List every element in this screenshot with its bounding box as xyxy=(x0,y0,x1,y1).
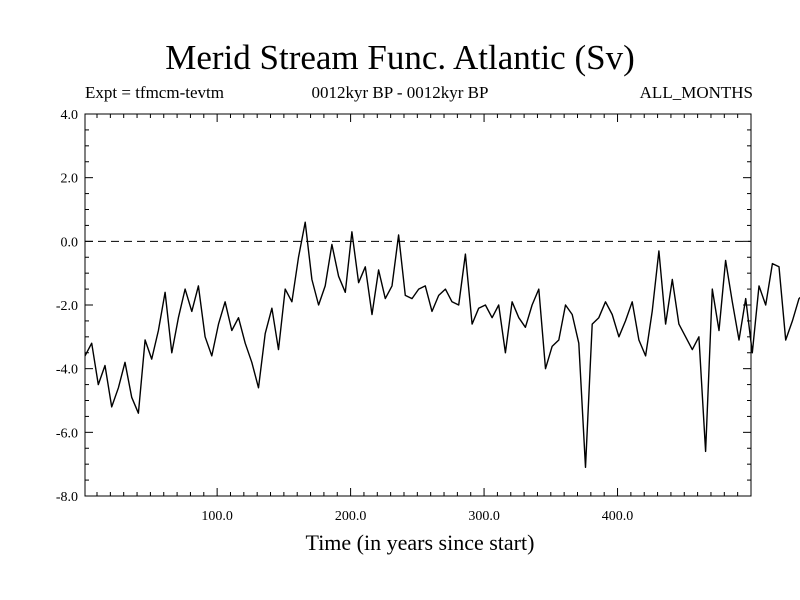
y-tick-label: -4.0 xyxy=(56,363,78,378)
months-label: ALL_MONTHS xyxy=(639,83,753,102)
x-axis-label: Time (in years since start) xyxy=(305,530,535,555)
y-tick-label: 0.0 xyxy=(61,235,79,250)
series-line-0 xyxy=(84,221,800,468)
x-tick-label: 300.0 xyxy=(468,509,500,524)
y-tick-label: 2.0 xyxy=(61,172,79,187)
experiment-label: Expt = tfmcm-tevtm xyxy=(85,83,224,102)
chart-title: Merid Stream Func. Atlantic (Sv) xyxy=(165,38,635,77)
plot-frame xyxy=(84,113,752,497)
y-tick-label: 4.0 xyxy=(61,108,79,123)
x-tick-label: 100.0 xyxy=(201,509,233,524)
x-tick-label: 200.0 xyxy=(335,509,367,524)
y-tick-label: -2.0 xyxy=(56,299,78,314)
y-tick-label: -6.0 xyxy=(56,426,78,441)
x-tick-label: 400.0 xyxy=(602,509,634,524)
y-tick-label: -8.0 xyxy=(56,490,78,505)
period-label: 0012kyr BP - 0012kyr BP xyxy=(311,83,489,102)
